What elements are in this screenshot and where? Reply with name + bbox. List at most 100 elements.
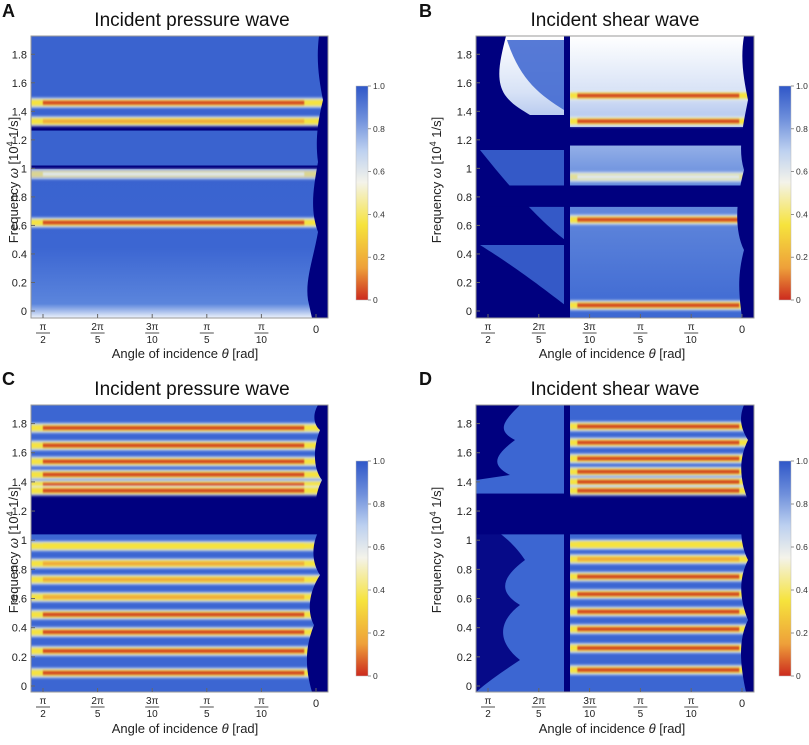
- y-tick-label: 1.4: [457, 106, 472, 118]
- resonance-band: [570, 171, 754, 182]
- heatmap-dark-divider: [564, 36, 570, 318]
- x-tick-label: π5: [633, 696, 648, 720]
- x-tick-numerator: 2π: [91, 696, 104, 707]
- y-axis-label: Frequency ω [104 1/s]: [428, 487, 444, 613]
- x-tick-label: π5: [199, 322, 214, 346]
- y-tick-label: 0.6: [457, 594, 472, 606]
- heatmap-blue-lobe: [480, 245, 565, 305]
- x-tick-label: 0: [313, 698, 319, 710]
- x-tick-denominator: 10: [686, 709, 698, 720]
- resonance-core: [42, 544, 305, 548]
- x-tick-denominator: 5: [638, 335, 644, 346]
- resonance-core: [42, 649, 305, 653]
- x-tick-denominator: 10: [256, 335, 268, 346]
- resonance-core: [577, 440, 740, 445]
- x-tick-numerator: 0: [313, 324, 319, 336]
- x-tick-numerator: 2π: [533, 322, 546, 333]
- colorbar-tick-label: 0.8: [796, 499, 808, 509]
- resonance-core: [42, 671, 305, 675]
- heatmap-bandgaps: [476, 127, 754, 207]
- y-tick-label: 0.2: [457, 652, 472, 664]
- resonance-core: [577, 575, 740, 579]
- x-tick-label: 2π5: [531, 696, 546, 720]
- x-tick-label: 2π5: [90, 322, 105, 346]
- heatmap-dark-divider: [564, 405, 570, 692]
- resonance-band: [31, 558, 328, 569]
- resonance-core: [577, 94, 740, 98]
- plot-area: [30, 35, 329, 319]
- colorbar-tick-label: 0.2: [373, 252, 385, 262]
- y-axis: 0 0.2 0.4 0.6 0.8 1 1.2 1.4 1.6 1.8: [12, 419, 35, 693]
- colorbar: 1.0 0.8 0.6 0.4 0.2 0: [355, 456, 385, 681]
- y-tick-label: 0.8: [457, 564, 472, 576]
- resonance-band: [570, 539, 754, 550]
- resonance-core: [577, 480, 740, 484]
- x-tick-label: π5: [633, 322, 648, 346]
- plot-area: [475, 404, 755, 693]
- resonance-band: [570, 571, 754, 582]
- heatmap-dark-edge: [306, 405, 328, 692]
- x-tick-numerator: 0: [313, 698, 319, 710]
- heatmap-bandgaps: [476, 493, 754, 535]
- resonance-core: [42, 459, 305, 464]
- resonance-band: [31, 541, 328, 552]
- colorbar-gradient: [778, 85, 792, 301]
- panel-letter: A: [2, 1, 15, 21]
- y-tick-label: 0.4: [457, 249, 472, 261]
- x-tick-denominator: 5: [536, 709, 542, 720]
- resonance-band: [570, 554, 754, 565]
- x-tick-numerator: 0: [739, 698, 745, 710]
- heatmap-dark-region-left: [476, 405, 520, 480]
- y-tick-label: 1.4: [12, 477, 27, 489]
- y-tick-label: 0.2: [12, 277, 27, 289]
- y-axis-label: Frequency ω [104 1/s]: [5, 117, 21, 243]
- x-tick-label: π5: [199, 696, 214, 720]
- colorbar-tick-label: 0.2: [373, 628, 385, 638]
- plot-area: [475, 35, 755, 319]
- x-tick-numerator: 3π: [146, 696, 159, 707]
- resonance-core: [42, 473, 305, 477]
- y-tick-label: 1: [466, 163, 472, 175]
- x-tick-label: 2π5: [531, 322, 546, 346]
- resonance-core: [42, 426, 305, 430]
- resonance-core: [577, 218, 740, 222]
- x-axis-label: Angle of incidence θ [rad]: [539, 721, 686, 736]
- colorbar-tick-label: 0.8: [373, 499, 385, 509]
- x-tick-numerator: π: [485, 696, 492, 707]
- resonance-band: [570, 421, 754, 432]
- bandgap-region: [476, 127, 754, 146]
- resonance-core: [577, 175, 740, 179]
- y-axis: 0 0.2 0.4 0.6 0.8 1 1.2 1.4 1.6 1.8: [457, 419, 480, 693]
- resonance-core: [577, 119, 740, 123]
- x-tick-label: 0: [313, 324, 319, 336]
- x-tick-denominator: 10: [686, 335, 698, 346]
- resonance-core: [42, 612, 305, 617]
- x-tick-numerator: π: [203, 322, 210, 333]
- x-tick-numerator: 3π: [583, 696, 596, 707]
- resonance-core: [577, 542, 740, 547]
- x-tick-denominator: 10: [147, 709, 159, 720]
- plot-frame: [475, 404, 755, 693]
- colorbar-tick-label: 0.6: [373, 167, 385, 177]
- y-tick-label: 0.8: [12, 564, 27, 576]
- colorbar-tick-label: 0.6: [796, 167, 808, 177]
- x-tick-denominator: 2: [40, 335, 46, 346]
- x-tick-denominator: 2: [40, 709, 46, 720]
- x-tick-numerator: π: [485, 322, 492, 333]
- y-tick-label: 0: [466, 306, 472, 318]
- x-tick-denominator: 5: [638, 709, 644, 720]
- colorbar-tick-label: 0.2: [796, 628, 808, 638]
- resonance-band: [570, 116, 754, 127]
- y-tick-label: 1.4: [12, 106, 27, 118]
- plot-frame: [475, 35, 755, 319]
- resonance-band: [570, 437, 754, 448]
- resonance-band: [570, 643, 754, 654]
- resonance-band: [570, 624, 754, 635]
- resonance-band: [570, 90, 754, 101]
- colorbar-tick-label: 1.0: [796, 81, 808, 91]
- x-axis-label: Angle of incidence θ [rad]: [539, 346, 686, 361]
- x-tick-numerator: π: [688, 322, 695, 333]
- resonance-band: [31, 422, 328, 433]
